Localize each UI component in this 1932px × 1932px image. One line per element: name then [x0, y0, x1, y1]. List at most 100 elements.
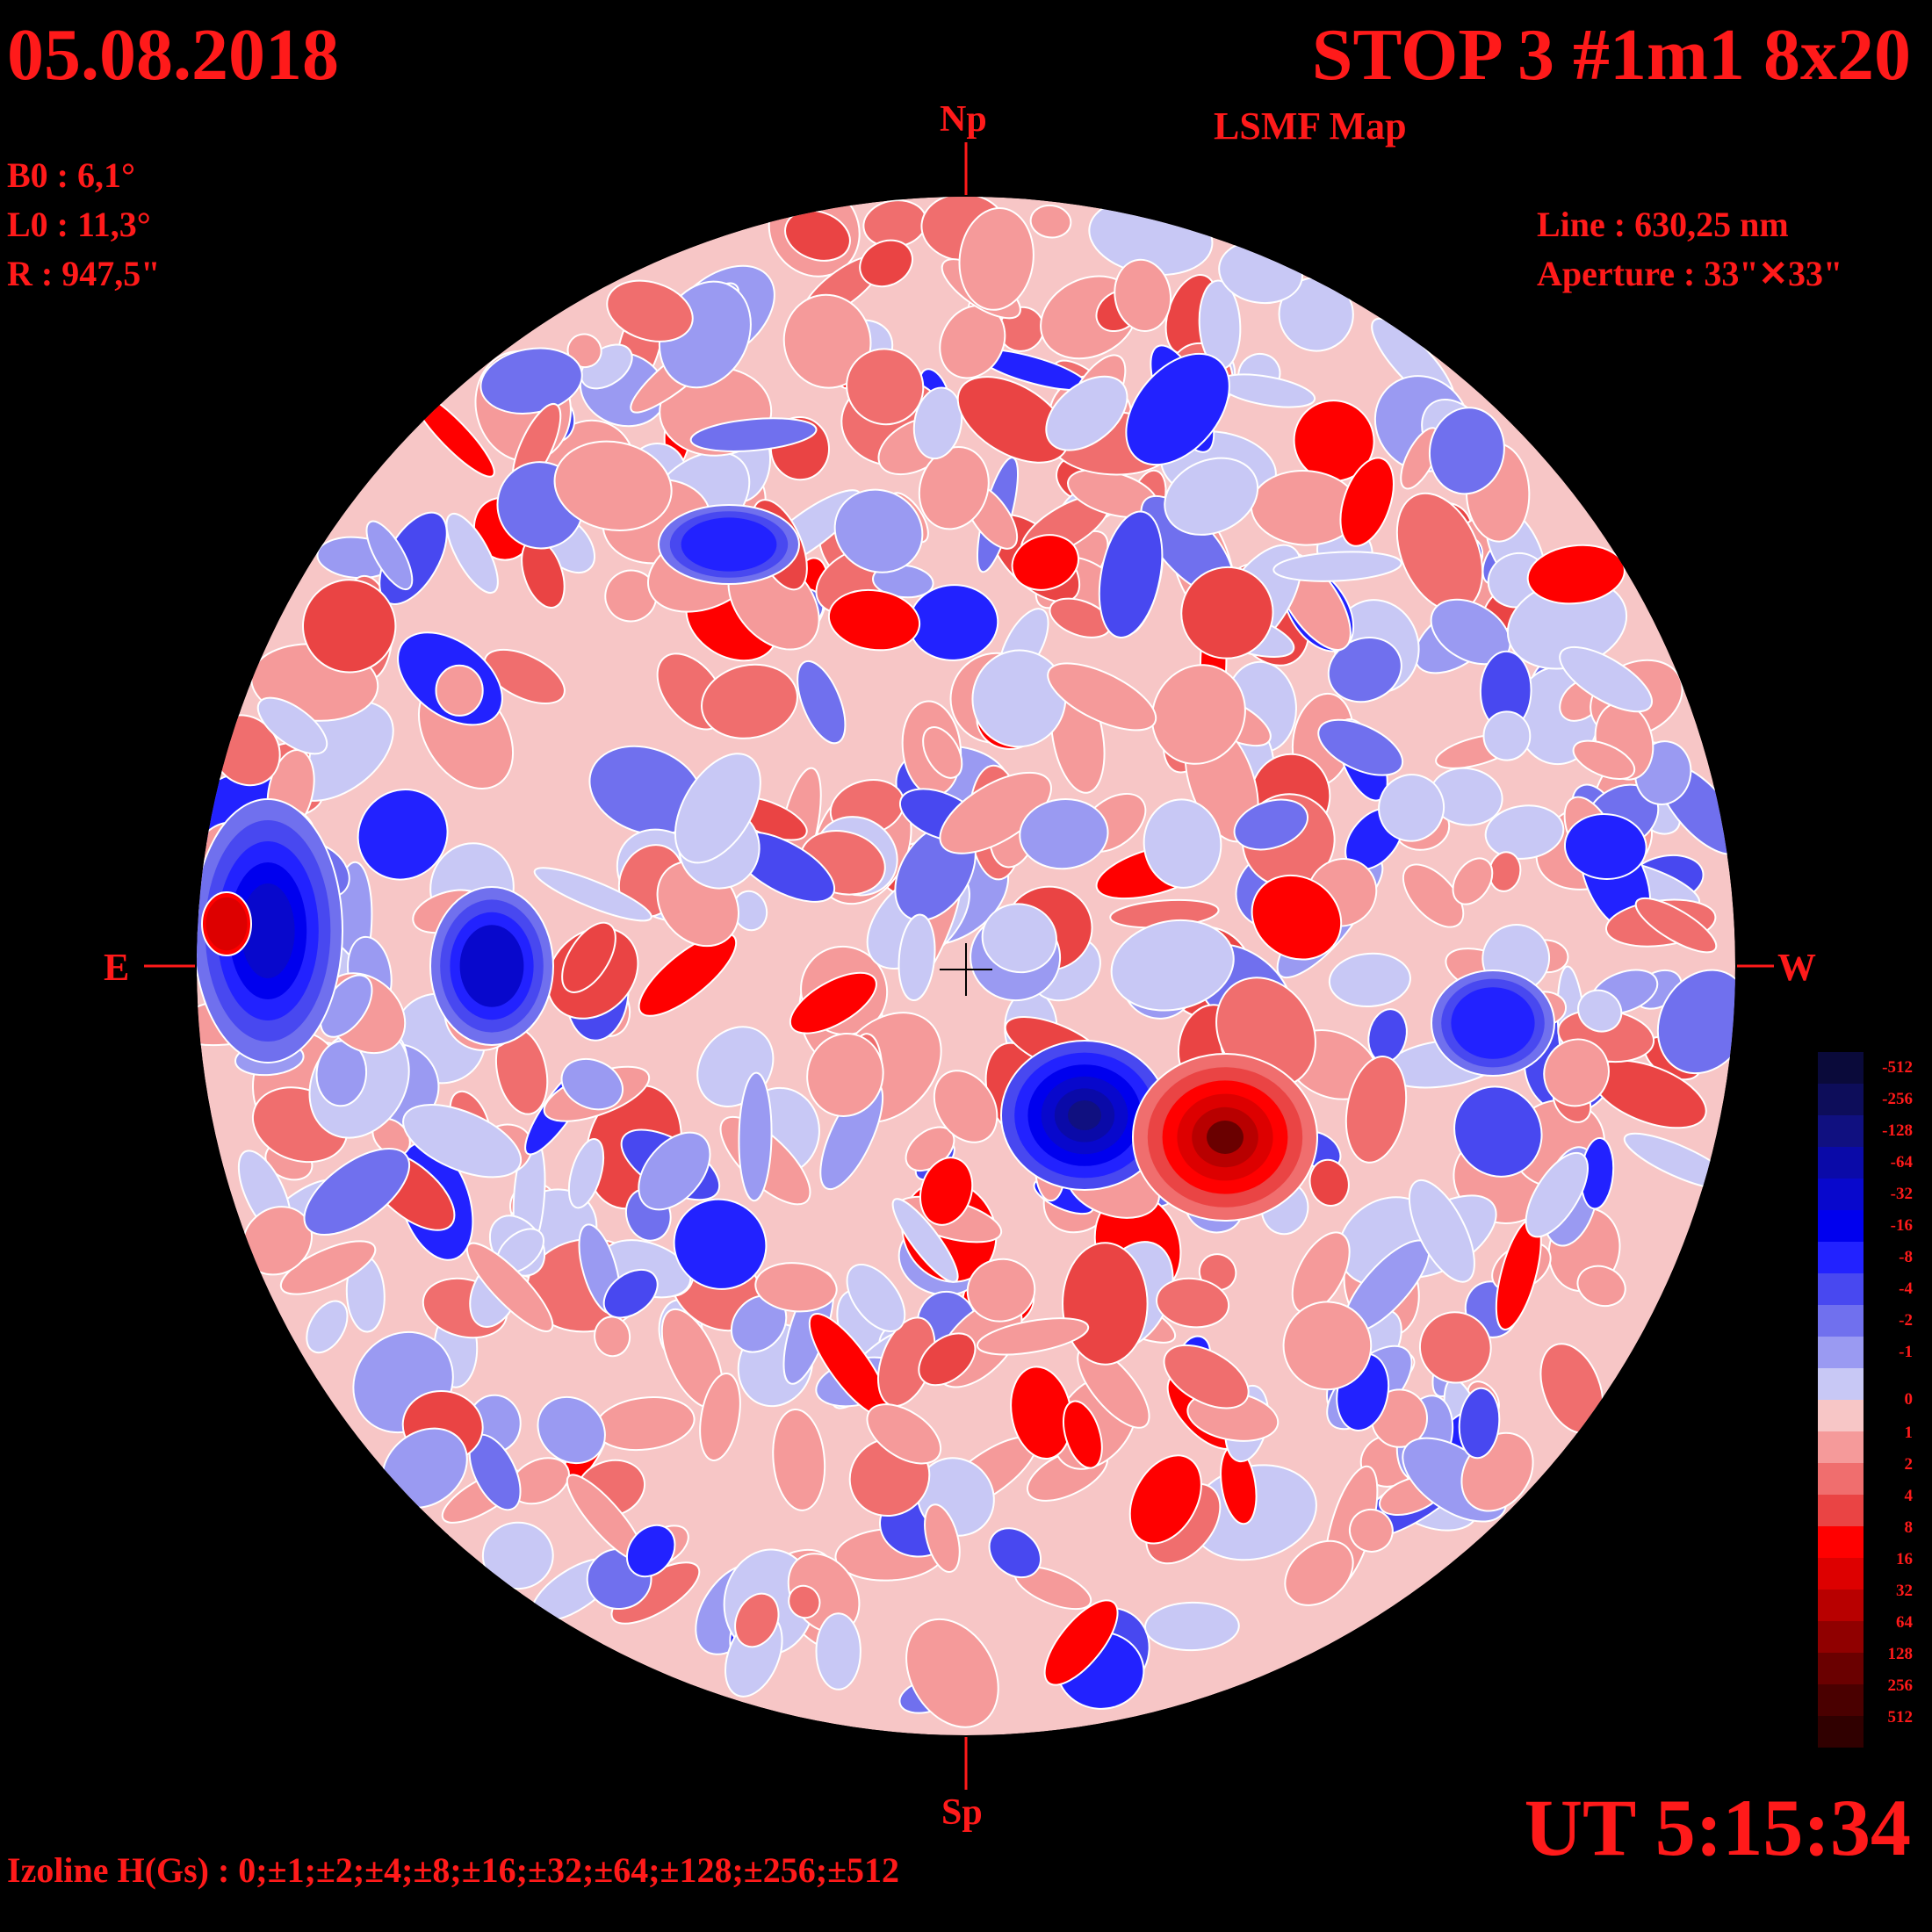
field-patch: [922, 726, 963, 779]
east-limb-positive: [205, 897, 248, 951]
field-patch: [918, 445, 990, 530]
legend-level-label: 4: [1904, 1487, 1914, 1505]
legend-level-label: 32: [1896, 1582, 1913, 1600]
field-patch: [924, 1503, 961, 1573]
legend-swatch: [1818, 1273, 1864, 1305]
field-patch: [1482, 710, 1532, 761]
legend-swatch: [1818, 1653, 1864, 1684]
legend-swatch: [1818, 1305, 1864, 1337]
field-patch: [754, 1262, 838, 1313]
field-patch: [357, 789, 449, 881]
legend-swatch: [1818, 1716, 1864, 1748]
field-patch: [302, 579, 397, 674]
field-patch: [1484, 804, 1565, 860]
instrument-label: STOP 3 #1m1 8x20: [1311, 14, 1911, 96]
field-patch: [594, 1316, 631, 1358]
field-patch: [866, 1403, 942, 1465]
field-patch: [988, 1527, 1042, 1579]
legend-swatch: [1818, 1463, 1864, 1495]
field-patch: [1328, 952, 1411, 1007]
field-patch: [279, 1240, 377, 1295]
south-pole-label: Sp: [941, 1792, 983, 1833]
field-patch: [1339, 457, 1395, 547]
legend-swatch: [1818, 1084, 1864, 1115]
field-patch: [445, 512, 499, 595]
field-patch: [1559, 645, 1654, 713]
legend-level-label: -8: [1899, 1248, 1913, 1266]
field-patch: [689, 417, 818, 452]
field-patch: [1110, 919, 1235, 1012]
field-patch: [1656, 969, 1735, 1075]
active-region-negative: [1068, 1100, 1101, 1130]
field-patch: [479, 347, 583, 415]
field-patch: [939, 771, 1052, 854]
field-patch: [1634, 897, 1718, 954]
field-patch: [918, 1332, 977, 1387]
east-limb-negative: [241, 883, 295, 978]
legend-level-label: -2: [1899, 1311, 1913, 1330]
field-patch: [827, 588, 921, 652]
field-patch: [560, 1057, 624, 1111]
field-patch: [1563, 813, 1647, 880]
legend-swatch: [1818, 1400, 1864, 1431]
field-patch: [625, 1524, 676, 1578]
field-patch: [1156, 1277, 1230, 1329]
field-patch: [701, 663, 798, 739]
field-patch: [1402, 863, 1465, 928]
field-patch: [833, 488, 924, 573]
field-patch: [788, 1584, 821, 1619]
field-patch: [638, 1131, 711, 1211]
legend-swatch: [1818, 1590, 1864, 1621]
field-patch: [1047, 662, 1157, 732]
field-patch: [815, 1612, 861, 1690]
l0-param: L0 : 11,3°: [7, 205, 151, 244]
field-patch: [919, 1157, 974, 1226]
field-patch: [1144, 1601, 1240, 1652]
field-patch: [365, 520, 414, 591]
field-patch: [966, 1258, 1036, 1323]
legend-level-label: 1: [1904, 1424, 1914, 1442]
field-patch: [1011, 534, 1079, 591]
legend-swatch: [1818, 1558, 1864, 1590]
field-patch: [1125, 352, 1230, 466]
field-patch: [537, 1395, 606, 1465]
legend-swatch: [1818, 1337, 1864, 1368]
legend-level-label: 256: [1887, 1676, 1914, 1695]
field-patch: [1272, 551, 1402, 582]
field-patch: [533, 867, 652, 922]
field-patch: [806, 1033, 884, 1117]
map-type-label: LSMF Map: [1214, 105, 1407, 148]
field-patch: [1045, 375, 1128, 451]
field-patch: [1180, 566, 1274, 660]
field-patch: [561, 921, 616, 993]
field-patch: [1428, 407, 1505, 495]
field-patch: [481, 1521, 554, 1590]
legend-level-label: 8: [1904, 1518, 1914, 1537]
legend-swatch: [1818, 1210, 1864, 1242]
legend-level-label: -64: [1890, 1153, 1913, 1171]
legend-swatch: [1818, 1147, 1864, 1179]
field-patch: [1150, 664, 1246, 765]
legend-level-label: 2: [1904, 1455, 1914, 1474]
legend-level-label: 16: [1896, 1550, 1913, 1568]
legend-level-label: -512: [1882, 1058, 1913, 1077]
legend-swatch: [1818, 1368, 1864, 1400]
field-patch: [782, 293, 872, 389]
field-patch: [956, 376, 1070, 464]
field-patch: [465, 1242, 554, 1332]
field-patch: [303, 1147, 411, 1236]
field-patch: [1576, 1265, 1626, 1308]
field-patch: [1348, 1508, 1394, 1553]
field-patch: [1452, 857, 1494, 905]
radius-param: R : 947,5": [7, 254, 161, 293]
field-patch: [1043, 1599, 1119, 1686]
field-patch: [734, 1592, 780, 1648]
field-patch: [1164, 457, 1259, 536]
isoline-levels: Izoline H(Gs) : 0;±1;±2;±4;±8;±16;±32;±6…: [7, 1850, 900, 1890]
field-patch: [891, 1198, 959, 1283]
legend-swatch: [1818, 1526, 1864, 1558]
field-patch: [933, 1070, 998, 1143]
spectral-line-param: Line : 630,25 nm: [1537, 205, 1789, 244]
legend-swatch: [1818, 1052, 1864, 1084]
field-patch: [1453, 1085, 1543, 1178]
